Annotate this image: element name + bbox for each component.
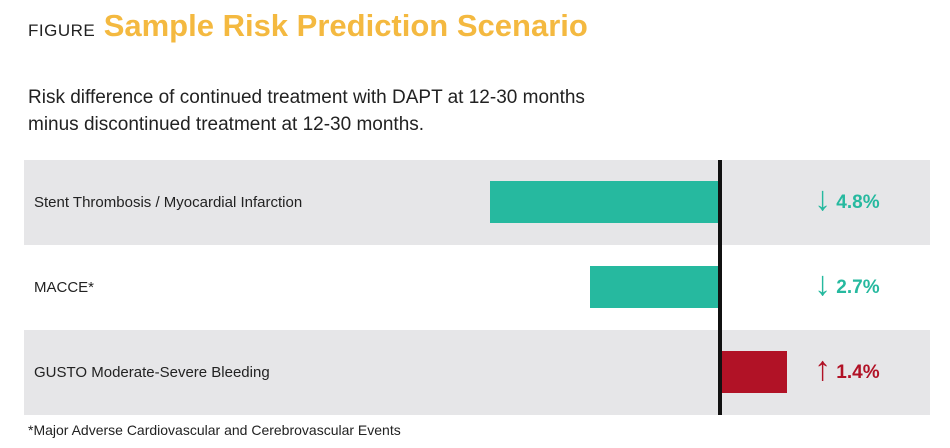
- value-label: ↓ 2.7%: [814, 245, 880, 330]
- risk-difference-chart: Stent Thrombosis / Myocardial Infarction…: [24, 160, 930, 415]
- value-text: 2.7%: [836, 277, 880, 298]
- zero-line: [718, 160, 722, 415]
- figure-subtitle: Risk difference of continued treatment w…: [28, 84, 648, 138]
- footnote: *Major Adverse Cardiovascular and Cerebr…: [28, 422, 401, 438]
- arrow-down-icon: ↓: [814, 180, 831, 219]
- subtitle-line-2: minus discontinued treatment at 12-30 mo…: [28, 114, 425, 135]
- category-label: GUSTO Moderate-Severe Bleeding: [34, 364, 270, 381]
- chart-row: Stent Thrombosis / Myocardial Infarction…: [24, 160, 930, 245]
- arrow-up-icon: ↑: [814, 350, 831, 389]
- value-label: ↑ 1.4%: [814, 330, 880, 415]
- bar-macce: [590, 266, 720, 308]
- subtitle-line-1: Risk difference of continued treatment w…: [28, 87, 585, 108]
- figure-header: FIGURE Sample Risk Prediction Scenario: [28, 8, 588, 44]
- value-label: ↓ 4.8%: [814, 160, 880, 245]
- figure-label: FIGURE: [28, 21, 96, 40]
- arrow-down-icon: ↓: [814, 265, 831, 304]
- bar-gusto-bleeding: [720, 351, 788, 393]
- category-label: MACCE*: [34, 279, 95, 296]
- value-text: 1.4%: [836, 362, 880, 383]
- category-label: Stent Thrombosis / Myocardial Infarction: [34, 194, 303, 211]
- chart-row: MACCE* ↓ 2.7%: [24, 245, 930, 330]
- chart-row: GUSTO Moderate-Severe Bleeding ↑ 1.4%: [24, 330, 930, 415]
- figure-title: Sample Risk Prediction Scenario: [103, 8, 588, 43]
- bar-stent-thrombosis: [489, 181, 720, 223]
- value-text: 4.8%: [836, 192, 880, 213]
